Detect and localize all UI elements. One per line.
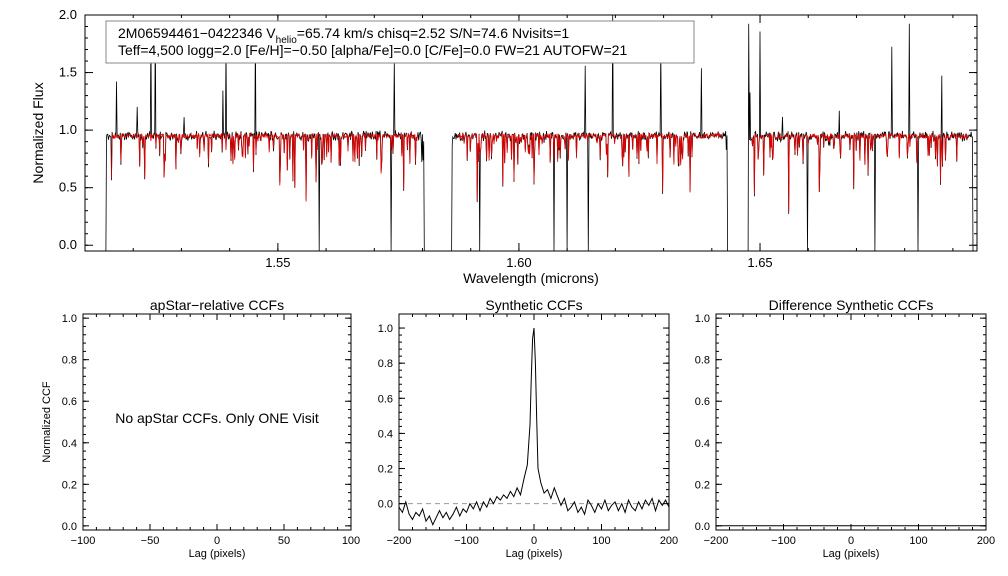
y-tick-label: 0.4 (378, 428, 393, 440)
synthetic-ccf-title: Synthetic CCFs (485, 297, 582, 313)
y-tick-label: 0.0 (695, 521, 710, 533)
y-tick-label: 0.5 (59, 180, 77, 195)
spectrum-plot-frame (84, 14, 978, 252)
spectrum-x-axis-title: Wavelength (microns) (463, 270, 599, 286)
x-tick-label: 200 (660, 535, 678, 547)
annotation-params: =65.74 km/s chisq=2.52 S/N=74.6 Nvisits=… (297, 25, 570, 41)
x-tick-label: 100 (342, 535, 360, 547)
y-tick-label: 0.0 (59, 237, 77, 252)
x-tick-label: −100 (71, 535, 96, 547)
y-tick-label: 0.0 (378, 499, 393, 511)
y-tick-label: 0.6 (695, 396, 710, 408)
synthetic-ccf-ticks: −200 −100 0 100 200 0.0 0.2 0.4 0.6 0.8 1.0 (378, 314, 678, 547)
y-tick-label: 0.8 (62, 355, 77, 367)
annotation-box (105, 20, 695, 64)
spectrum-data (105, 14, 974, 252)
x-tick-label: −200 (387, 535, 412, 547)
y-tick-label: 1.0 (62, 313, 77, 325)
spectrum-y-axis-title: Normalized Flux (30, 82, 46, 183)
x-tick-label: −200 (704, 535, 729, 547)
y-tick-label: 0.6 (378, 393, 393, 405)
y-tick-label: 0.2 (378, 464, 393, 476)
model-spectrum-line-chip-2 (456, 132, 723, 200)
y-tick-label: 0.4 (62, 438, 77, 450)
apstar-ccf-x-axis-title: Lag (pixels) (189, 548, 246, 560)
annotation-line-2: Teff=4,500 logg=2.0 [Fe/H]=−0.50 [alpha/… (118, 42, 627, 58)
annotation-subscript: helio (276, 35, 298, 46)
no-ccf-message: No apStar CCFs. Only ONE Visit (115, 410, 319, 426)
synthetic-ccf-panel: Synthetic CCFs −200 −100 0 100 200 0.0 0.2 0.4 0… (378, 297, 678, 560)
synthetic-ccf-line (398, 327, 670, 526)
x-tick-label: 0 (214, 535, 220, 547)
x-tick-label: −100 (454, 535, 479, 547)
y-tick-label: 1.0 (59, 122, 77, 137)
model-spectrum-line-chip-3 (751, 132, 969, 212)
difference-ccf-panel: Difference Synthetic CCFs −200 −100 0 100 20… (695, 297, 995, 560)
y-tick-label: 0.4 (695, 438, 710, 450)
y-tick-label: 0.8 (695, 355, 710, 367)
apstar-ccf-title: apStar−relative CCFs (150, 297, 284, 313)
y-tick-label: 0.2 (62, 479, 77, 491)
x-tick-label: −50 (141, 535, 160, 547)
annotation-star-id: 2M06594461−0422346 V (118, 25, 276, 41)
difference-ccf-plot-frame (715, 313, 987, 531)
apstar-ccf-y-axis-title: Normalized CCF (41, 381, 53, 463)
y-tick-label: 1.5 (59, 65, 77, 80)
y-tick-label: 1.0 (378, 323, 393, 335)
y-tick-label: 0.0 (62, 521, 77, 533)
y-tick-label: 2.0 (59, 7, 77, 22)
observed-spectrum-line-chip-1 (105, 21, 425, 252)
apstar-ccf-panel: apStar−relative CCFs −100 −50 0 50 100 0.0 0.2… (41, 297, 360, 560)
x-tick-label: 100 (909, 535, 927, 547)
spectrum-panel: 1.55 1.60 1.65 0.0 0.5 1.0 1.5 2.0 2M06594461−0… (30, 7, 978, 286)
y-tick-label: 1.0 (695, 313, 710, 325)
annotation-line-1: 2M06594461−0422346 Vhelio=65.74 km/s chi… (118, 25, 569, 46)
y-tick-label: 0.6 (62, 396, 77, 408)
difference-ccf-ticks: −200 −100 0 100 200 0.0 0.2 0.4 0.6 0.8 1.0 (695, 313, 995, 547)
x-tick-label: 200 (977, 535, 995, 547)
difference-ccf-title: Difference Synthetic CCFs (769, 297, 934, 313)
apstar-ccf-ticks: −100 −50 0 50 100 0.0 0.2 0.4 0.6 0.8 1.0 (62, 313, 360, 547)
spectrum-ticks: 1.55 1.60 1.65 0.0 0.5 1.0 1.5 2.0 (59, 7, 977, 270)
x-tick-label: 0 (848, 535, 854, 547)
x-tick-label: −100 (771, 535, 796, 547)
y-tick-label: 0.8 (378, 358, 393, 370)
synthetic-ccf-plot-frame (398, 313, 670, 531)
difference-ccf-x-axis-title: Lag (pixels) (823, 548, 880, 560)
x-tick-label: 1.65 (747, 255, 772, 270)
x-tick-label: 100 (592, 535, 610, 547)
x-tick-label: 50 (278, 535, 290, 547)
x-tick-label: 1.60 (506, 255, 531, 270)
synthetic-ccf-data (398, 327, 670, 526)
y-tick-label: 0.2 (695, 479, 710, 491)
x-tick-label: 0 (531, 535, 537, 547)
synthetic-ccf-x-axis-title: Lag (pixels) (506, 548, 563, 560)
x-tick-label: 1.55 (265, 255, 290, 270)
model-spectrum-line-chip-1 (111, 132, 419, 202)
